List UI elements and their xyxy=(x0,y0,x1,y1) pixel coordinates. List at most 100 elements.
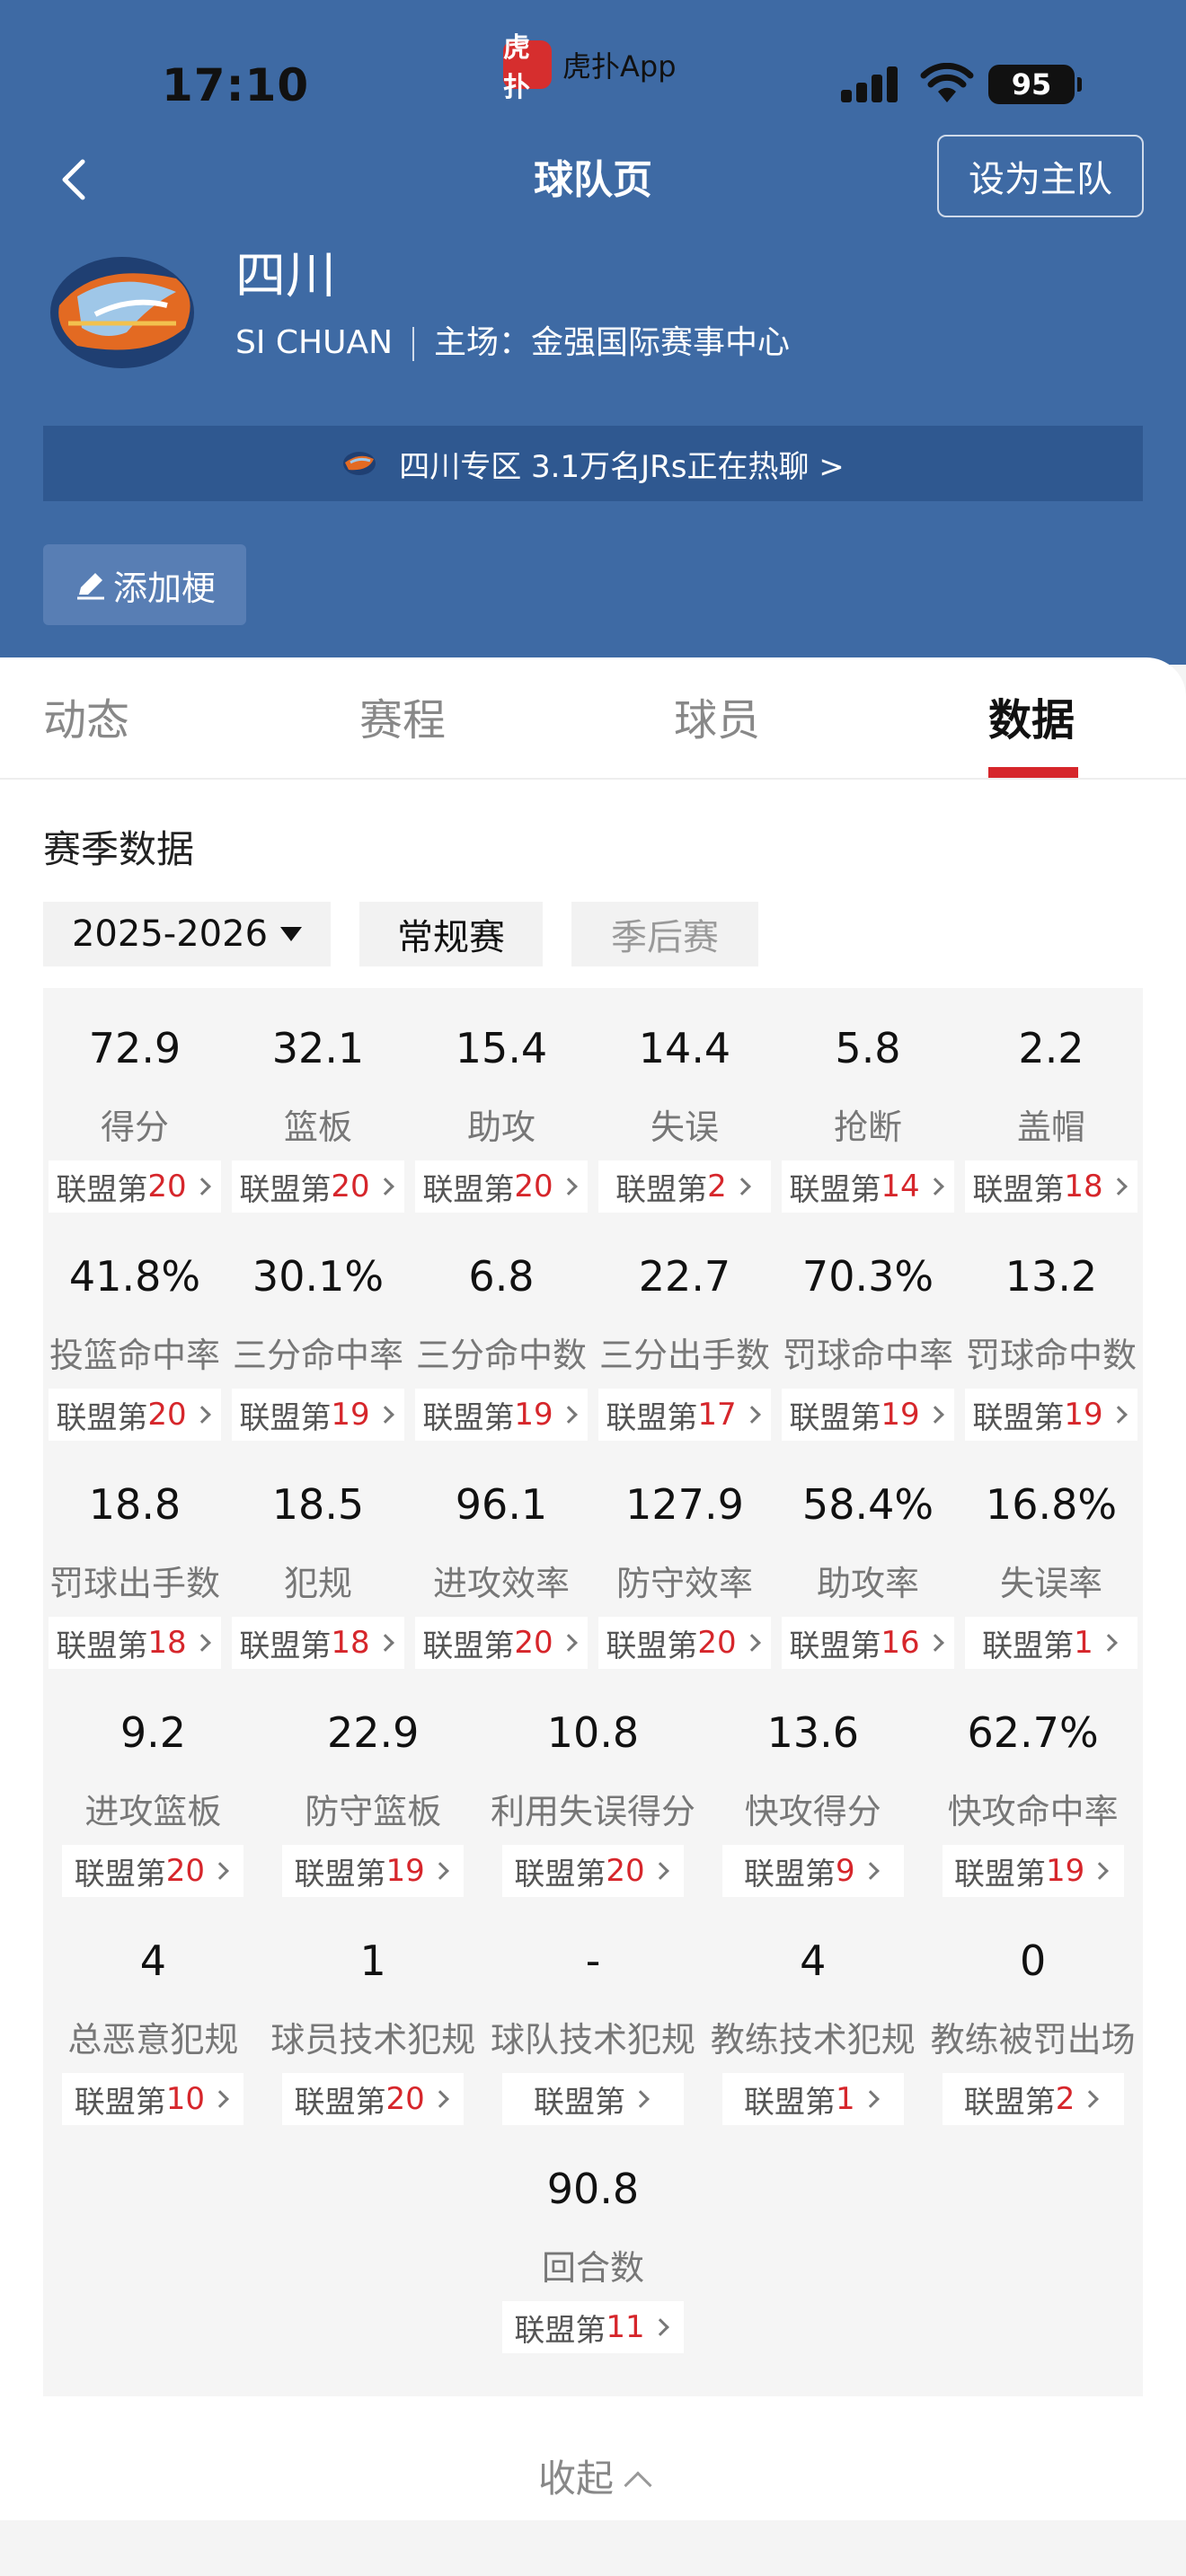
league-rank-button[interactable]: 联盟第 19 xyxy=(965,1389,1137,1441)
league-rank-button[interactable]: 联盟第 20 xyxy=(598,1617,771,1669)
stat-cell: 4 总恶意犯规 联盟第 10 xyxy=(43,1901,263,2129)
stat-label: 防守篮板 xyxy=(305,1792,442,1831)
stat-value: 1 xyxy=(359,1936,386,1985)
rank-number: 18 xyxy=(331,1625,370,1661)
set-home-team-button[interactable]: 设为主队 xyxy=(937,135,1144,217)
league-rank-button[interactable]: 联盟第 20 xyxy=(49,1160,221,1213)
cellular-signal-icon xyxy=(841,66,898,102)
home-arena: 主场：金强国际赛事中心 xyxy=(434,324,791,361)
stat-cell: 0 教练被罚出场联盟第 2 xyxy=(923,1901,1143,2129)
rank-number: 2 xyxy=(1055,2081,1075,2117)
league-rank-button[interactable]: 联盟第 16 xyxy=(782,1617,954,1669)
rank-number: 18 xyxy=(1064,1169,1103,1204)
team-mini-logo-icon xyxy=(343,452,376,475)
rank-prefix: 联盟第 xyxy=(294,1856,386,1892)
chevron-right-icon xyxy=(211,1862,229,1880)
league-rank-button[interactable]: 联盟第 19 xyxy=(942,1845,1124,1897)
rank-prefix: 联盟第 xyxy=(615,1171,708,1208)
season-selected: 2025-2026 xyxy=(71,913,269,955)
stat-cell: 22.9 防守篮板联盟第 19 xyxy=(263,1672,483,1901)
league-rank-button[interactable]: 联盟第 20 xyxy=(415,1617,588,1669)
stat-cell: 18.8 罚球出手数 联盟第 18 xyxy=(43,1444,226,1672)
back-arrow-icon[interactable] xyxy=(50,154,101,205)
rank-number: 20 xyxy=(514,1625,553,1661)
stat-value: 72.9 xyxy=(88,1024,181,1072)
team-name: 四川 xyxy=(235,247,336,305)
playoff-button[interactable]: 季后赛 xyxy=(571,902,758,966)
stat-cell: 70.3% 罚球命中率 联盟第 19 xyxy=(776,1216,960,1444)
rank-number: 19 xyxy=(1045,1853,1085,1889)
league-rank-button[interactable]: 联盟第 xyxy=(501,2073,684,2125)
league-rank-button[interactable]: 联盟第 1 xyxy=(965,1617,1137,1669)
stat-value: 13.6 xyxy=(766,1708,859,1757)
stat-cell: 13.2 罚球命中数 联盟第 19 xyxy=(960,1216,1143,1444)
season-dropdown[interactable]: 2025-2026 xyxy=(43,902,331,966)
league-rank-button[interactable]: 联盟第 11 xyxy=(502,2301,684,2353)
rank-prefix: 联盟第 xyxy=(789,1628,881,1664)
stat-value: 16.8% xyxy=(985,1480,1118,1529)
chevron-right-icon xyxy=(1081,2090,1100,2108)
stat-label: 罚球命中率 xyxy=(782,1336,953,1375)
league-rank-button[interactable]: 联盟第 2 xyxy=(942,2073,1124,2125)
rank-number: 19 xyxy=(331,1397,370,1433)
rank-number: 19 xyxy=(385,1853,425,1889)
league-rank-button[interactable]: 联盟第 19 xyxy=(232,1389,404,1441)
rank-prefix: 联盟第 xyxy=(533,2084,625,2121)
rank-prefix: 联盟第 xyxy=(963,2084,1056,2121)
tab-schedule[interactable]: 赛程 xyxy=(359,695,447,745)
league-rank-button[interactable]: 联盟第 20 xyxy=(415,1160,588,1213)
stat-label: 教练被罚出场 xyxy=(930,2020,1136,2060)
bottom-strip xyxy=(0,2520,1186,2576)
league-rank-button[interactable]: 联盟第 14 xyxy=(782,1160,954,1213)
league-rank-button[interactable]: 联盟第 20 xyxy=(232,1160,404,1213)
league-rank-button[interactable]: 联盟第 19 xyxy=(415,1389,588,1441)
rank-number: 11 xyxy=(606,2309,645,2345)
stat-value: 22.9 xyxy=(326,1708,420,1757)
app-name: 虎扑App xyxy=(562,49,677,84)
league-rank-button[interactable]: 联盟第 10 xyxy=(62,2073,244,2125)
league-rank-button[interactable]: 联盟第 20 xyxy=(282,2073,465,2125)
stat-label: 进攻篮板 xyxy=(84,1792,222,1831)
stat-cell: 5.8 抢断 联盟第 14 xyxy=(776,988,960,1216)
rank-prefix: 联盟第 xyxy=(56,1628,148,1664)
stat-label: 球队技术犯规 xyxy=(490,2020,695,2060)
tab-data[interactable]: 数据 xyxy=(988,695,1075,745)
stat-value: 41.8% xyxy=(68,1252,201,1301)
league-rank-button[interactable]: 联盟第 19 xyxy=(782,1389,954,1441)
league-rank-button[interactable]: 联盟第 20 xyxy=(49,1389,221,1441)
stat-value: 0 xyxy=(1019,1936,1047,1985)
league-rank-button[interactable]: 联盟第 20 xyxy=(62,1845,244,1897)
tab-news[interactable]: 动态 xyxy=(43,695,130,745)
collapse-button[interactable]: 收起 xyxy=(0,2448,1186,2503)
stat-label: 篮板 xyxy=(283,1107,352,1147)
tab-players[interactable]: 球员 xyxy=(674,695,761,745)
league-rank-button[interactable]: 联盟第 19 xyxy=(282,1845,465,1897)
rank-prefix: 联盟第 xyxy=(789,1399,881,1436)
chevron-right-icon xyxy=(376,1178,394,1195)
league-rank-button[interactable]: 联盟第 18 xyxy=(232,1617,404,1669)
rank-prefix: 联盟第 xyxy=(74,1856,166,1892)
stat-label: 回合数 xyxy=(541,2248,644,2288)
rank-prefix: 联盟第 xyxy=(514,2312,606,2349)
league-rank-button[interactable]: 联盟第 9 xyxy=(721,1845,904,1897)
chevron-right-icon xyxy=(1109,1406,1128,1424)
stat-value: 5.8 xyxy=(835,1024,901,1072)
team-zone-banner[interactable]: 四川专区 3.1万名JRs正在热聊 > xyxy=(43,426,1143,501)
regular-season-button[interactable]: 常规赛 xyxy=(359,902,543,966)
league-rank-button[interactable]: 联盟第 17 xyxy=(598,1389,771,1441)
stat-cell: 1 球员技术犯规 联盟第 20 xyxy=(263,1901,483,2129)
stat-label: 得分 xyxy=(100,1107,169,1147)
tab-bar: 动态 赛程 球员 数据 xyxy=(0,657,1186,778)
stat-cell: 18.5 犯规 联盟第 18 xyxy=(226,1444,410,1672)
stat-value: 127.9 xyxy=(625,1480,744,1529)
add-meme-button[interactable]: 添加梗 xyxy=(43,544,246,625)
rank-prefix: 联盟第 xyxy=(606,1628,698,1664)
stat-value: 30.1% xyxy=(252,1252,385,1301)
league-rank-button[interactable]: 联盟第 20 xyxy=(501,1845,684,1897)
stat-label: 三分命中数 xyxy=(415,1336,587,1375)
league-rank-button[interactable]: 联盟第 18 xyxy=(49,1617,221,1669)
league-rank-button[interactable]: 联盟第 1 xyxy=(721,2073,904,2125)
league-rank-button[interactable]: 联盟第 2 xyxy=(598,1160,771,1213)
team-logo-icon xyxy=(50,257,194,368)
league-rank-button[interactable]: 联盟第 18 xyxy=(965,1160,1137,1213)
